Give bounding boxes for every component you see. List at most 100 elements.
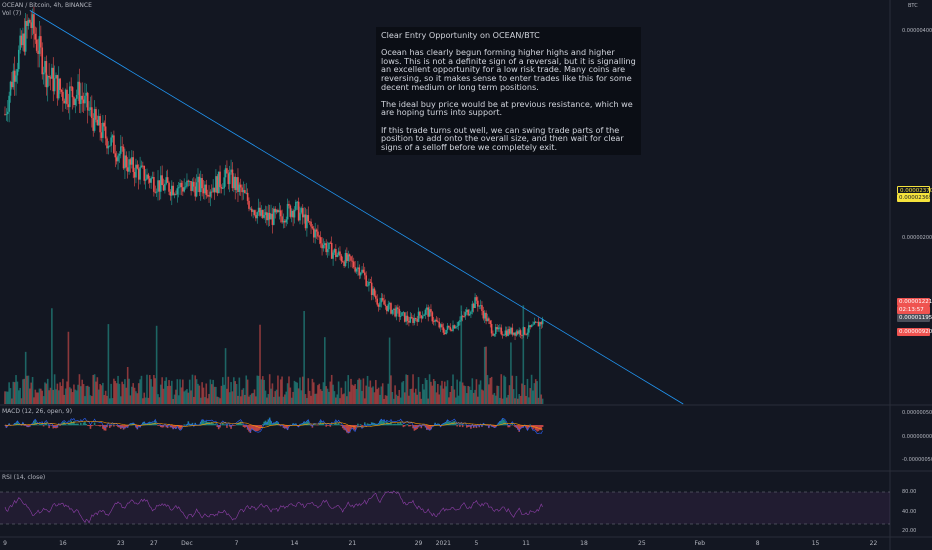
candle — [249, 207, 252, 211]
candle — [335, 244, 337, 262]
candle — [117, 152, 119, 170]
candle — [333, 248, 336, 255]
candle-body — [379, 302, 381, 307]
candle-body — [515, 331, 518, 336]
volume-bar — [372, 386, 374, 404]
volume-bar — [453, 389, 456, 404]
candle-body — [403, 312, 406, 322]
macd-histogram-bar — [306, 421, 308, 426]
volume-bar — [23, 378, 26, 404]
candle — [534, 320, 537, 324]
candle — [8, 91, 10, 123]
macd-histogram-bar — [499, 421, 501, 426]
candle — [80, 83, 82, 114]
volume-bar — [530, 374, 533, 404]
candle-body — [361, 269, 363, 273]
macd-histogram-bar — [223, 424, 225, 426]
volume-bar — [475, 379, 478, 404]
candle — [212, 179, 214, 193]
candle — [421, 311, 424, 320]
candle — [256, 211, 259, 224]
macd-histogram-bar — [88, 425, 90, 427]
volume-bar — [197, 383, 199, 404]
volume-bar — [343, 393, 345, 404]
candle-body — [439, 324, 442, 328]
candle — [23, 18, 26, 56]
candle — [275, 208, 278, 215]
candle — [453, 324, 456, 329]
volume-bar — [12, 381, 15, 404]
macd-histogram-bar — [201, 419, 203, 426]
candle-body — [528, 325, 530, 333]
macd-histogram-bar — [341, 425, 344, 429]
volume-bar — [88, 386, 90, 404]
macd-histogram-bar — [245, 425, 248, 427]
candle-body — [113, 135, 115, 154]
candle-body — [539, 322, 541, 327]
candle-body — [34, 33, 37, 40]
macd-histogram-bar — [270, 420, 272, 426]
candle-body — [198, 176, 201, 193]
time-tick-label: 21 — [348, 540, 357, 547]
macd-histogram-bar — [41, 423, 44, 426]
candle-body — [137, 168, 140, 180]
candle — [20, 30, 23, 48]
volume-bar — [477, 396, 479, 404]
volume-bar — [13, 382, 16, 404]
candle — [492, 330, 494, 337]
candle-body — [63, 100, 66, 104]
volume-bar — [315, 393, 318, 404]
candle-body — [31, 14, 34, 28]
time-tick-label: 18 — [580, 540, 588, 547]
candle-body — [165, 177, 168, 184]
candle — [508, 326, 511, 336]
candle — [44, 56, 46, 87]
candle-body — [402, 312, 405, 314]
volume-bar — [532, 390, 534, 404]
symbol-label: OCEAN / Bitcoin, 4h, BINANCE — [2, 2, 92, 9]
macd-histogram-bar — [439, 425, 442, 427]
candle-body — [132, 157, 135, 172]
candle — [485, 310, 487, 325]
volume-bar — [497, 385, 500, 404]
candle-body — [143, 165, 146, 181]
macd-histogram-bar — [184, 424, 187, 426]
volume-bar — [296, 382, 299, 404]
candle — [213, 187, 216, 200]
macd-histogram-bar — [67, 422, 70, 426]
volume-bar — [346, 396, 348, 404]
candle-body — [346, 252, 348, 262]
candle-body — [503, 335, 505, 336]
candle — [279, 205, 282, 223]
candle — [456, 321, 458, 330]
volume-bar — [394, 385, 396, 404]
candle-body — [517, 331, 519, 334]
candle-body — [530, 325, 533, 328]
candle — [115, 151, 118, 165]
candle — [151, 171, 154, 180]
time-tick-label: Feb — [694, 540, 706, 547]
macd-histogram-bar — [271, 423, 274, 426]
volume-bar — [119, 396, 122, 404]
volume-bar — [299, 377, 301, 404]
candle — [346, 247, 348, 264]
macd-histogram-bar — [456, 425, 458, 427]
volume-bar — [387, 383, 390, 404]
volume-bar — [279, 379, 282, 404]
volume-bar — [281, 376, 283, 404]
volume-bar — [204, 397, 206, 404]
candle — [497, 325, 500, 332]
volume-bar — [325, 386, 327, 404]
volume-bar — [501, 398, 504, 404]
volume-bar — [217, 397, 220, 404]
candle — [282, 213, 285, 229]
time-tick-label: 7 — [234, 540, 239, 547]
volume-bar — [40, 388, 42, 404]
macd-histogram-bar — [423, 425, 425, 426]
candle — [317, 224, 319, 240]
candle — [517, 329, 519, 336]
volume-bar — [255, 396, 257, 404]
candle — [194, 178, 197, 201]
volume-bar — [115, 383, 118, 404]
candle-body — [475, 297, 478, 301]
